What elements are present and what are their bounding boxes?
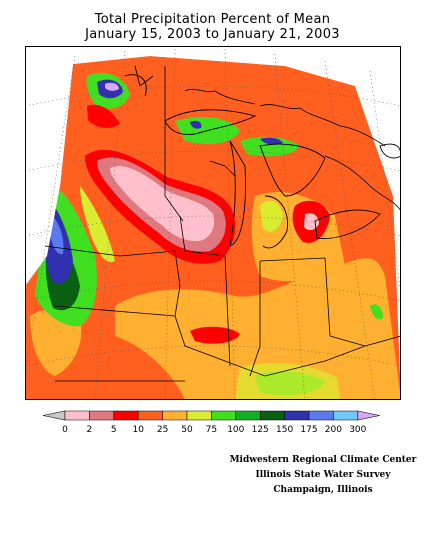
legend-tick-label: 5 — [111, 425, 117, 435]
field-blue-lakesup — [190, 120, 202, 129]
legend-tick-label: 100 — [227, 425, 244, 435]
field-red-north — [87, 104, 120, 128]
legend-swatch — [64, 410, 90, 421]
legend-tick-label: 50 — [181, 425, 193, 435]
map-frame — [25, 46, 401, 400]
no-data-area — [25, 46, 401, 400]
legend-swatch — [162, 410, 188, 421]
field-yellow-orange — [115, 258, 401, 400]
precipitation-map — [25, 46, 401, 400]
field-yellowgreen-mich — [260, 200, 283, 232]
field-green-upmich — [240, 136, 300, 157]
legend-tick-label: 25 — [157, 425, 168, 435]
legend-under-arrow — [42, 410, 66, 421]
legend-tick-label: 125 — [252, 425, 269, 435]
credit-isws: Illinois State Water Survey — [255, 470, 391, 480]
map-title-line1: Total Precipitation Percent of Mean — [94, 12, 331, 27]
legend-swatch — [89, 410, 115, 421]
credit-mrcc: Midwestern Regional Climate Center — [229, 455, 417, 465]
field-lightblue-west — [50, 216, 64, 255]
credit-location: Champaign, Illinois — [273, 485, 373, 495]
legend-swatch — [113, 410, 139, 421]
field-pink-arc — [110, 166, 215, 242]
legend-swatch — [137, 410, 163, 421]
field-blue-upmich — [260, 137, 283, 145]
field-purple-north — [105, 82, 119, 91]
legend-swatch — [333, 410, 359, 421]
legend-tick-label: 300 — [349, 425, 366, 435]
legend-swatch — [235, 410, 261, 421]
legend-tick-label: 175 — [300, 425, 317, 435]
legend-tick-label: 2 — [87, 425, 93, 435]
legend-swatch — [308, 410, 334, 421]
lat-lon-grid — [25, 48, 401, 400]
state-boundaries — [44, 66, 401, 382]
map-title-line2: January 15, 2003 to January 21, 2003 — [85, 27, 340, 42]
legend-tick-label: 150 — [276, 425, 293, 435]
field-yellowgreen-east — [370, 304, 383, 320]
legend-swatch — [259, 410, 285, 421]
legend-swatch — [284, 410, 310, 421]
legend-swatch — [211, 410, 237, 421]
legend-tick-label: 10 — [132, 425, 144, 435]
coastline-north — [184, 88, 401, 212]
field-yellow-west — [30, 309, 82, 376]
legend-tick-label: 200 — [325, 425, 342, 435]
great-lakes-outlines — [124, 65, 401, 249]
field-red-missouri — [190, 326, 240, 344]
legend-over-arrow — [357, 410, 380, 421]
legend-tick-label: 0 — [62, 425, 68, 435]
color-legend: 0 2 5 10 25 50 75 100 125 150 175 200 300 — [42, 410, 380, 435]
legend-swatch — [186, 410, 212, 421]
legend-tick-label: 75 — [206, 425, 217, 435]
field-yellowgreen-west — [80, 186, 115, 262]
field-yellowgreen-south — [235, 363, 340, 400]
